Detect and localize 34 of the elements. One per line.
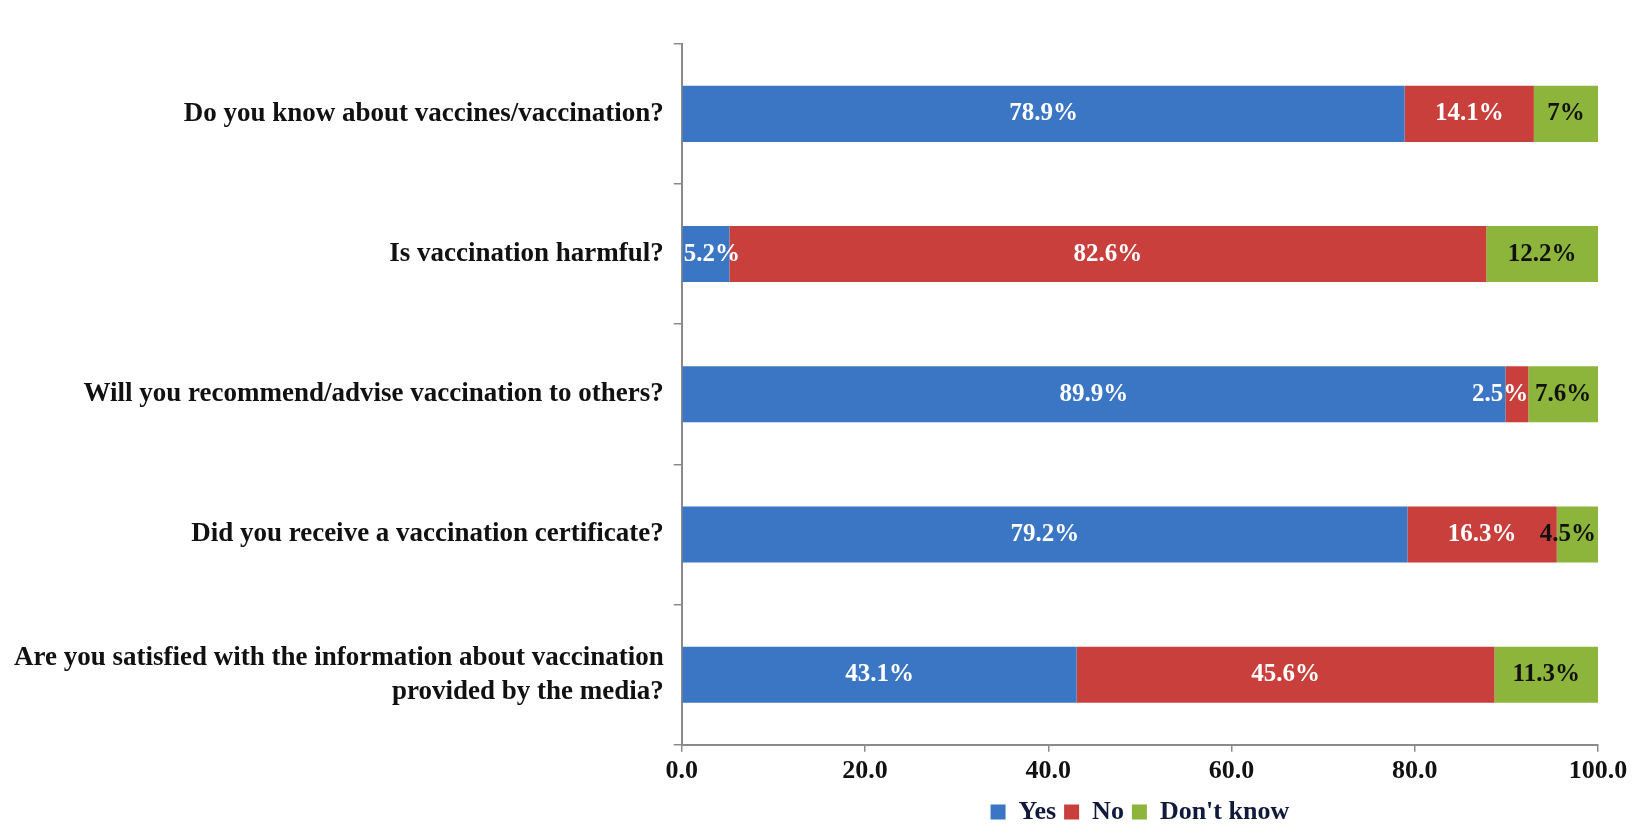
data-label: 82.6% (1073, 238, 1143, 266)
data-label: 43.1% (845, 659, 914, 687)
data-label: 45.6% (1251, 659, 1320, 687)
bar (682, 506, 1408, 563)
data-label: 78.9% (1009, 98, 1078, 126)
data-label: 14.1% (1434, 98, 1504, 126)
bar (1486, 226, 1598, 283)
data-label: 12.2% (1507, 238, 1577, 266)
y-tick-label: Is vaccination harmful? (389, 237, 664, 268)
y-tick-label: Do you know about vaccines/vaccination? (183, 96, 664, 127)
bar (1076, 646, 1495, 703)
bar (682, 85, 1405, 142)
data-label: 89.9% (1059, 378, 1129, 406)
bar (1494, 646, 1598, 703)
bar (682, 646, 1077, 703)
bar (1533, 85, 1598, 142)
x-tick-label: 60.0 (1208, 755, 1255, 785)
data-label: 79.2% (1010, 518, 1080, 546)
data-label: 16.3% (1447, 518, 1517, 546)
legend-label: No (1092, 795, 1124, 825)
x-tick-label: 20.0 (842, 755, 888, 785)
y-tick-label: Will you recommend/advise vaccination to others? (83, 377, 664, 408)
data-label: 11.3% (1512, 659, 1580, 687)
y-tick-label: Did you receive a vaccination certificate? (191, 517, 664, 548)
legend-label: Yes (1018, 795, 1057, 825)
bar (1404, 85, 1534, 142)
legend-label: Don't know (1159, 795, 1290, 825)
data-label: 7% (1547, 98, 1585, 126)
x-tick-label: 100.0 (1568, 755, 1628, 785)
x-tick-label: 80.0 (1392, 755, 1438, 785)
x-tick-label: 0.0 (665, 755, 698, 785)
data-label: 7.6% (1535, 378, 1592, 406)
y-tick-label: Are you satisfied with the information about vaccination provided by the media? (13, 640, 664, 705)
x-tick-label: 40.0 (1025, 755, 1071, 785)
